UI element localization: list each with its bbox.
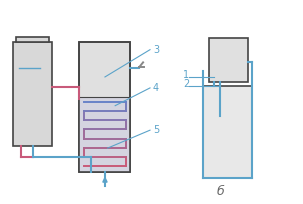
Bar bbox=[208, 38, 248, 82]
Bar bbox=[79, 42, 131, 172]
Text: б: б bbox=[216, 185, 224, 197]
Bar bbox=[79, 96, 131, 172]
Text: 2: 2 bbox=[183, 79, 189, 89]
Bar bbox=[16, 37, 49, 42]
Text: 4: 4 bbox=[153, 83, 159, 93]
Bar bbox=[13, 42, 52, 146]
Text: 1: 1 bbox=[183, 70, 189, 80]
Bar bbox=[202, 86, 252, 178]
Text: 3: 3 bbox=[153, 45, 159, 55]
Bar bbox=[79, 42, 131, 172]
Text: 5: 5 bbox=[153, 125, 159, 135]
